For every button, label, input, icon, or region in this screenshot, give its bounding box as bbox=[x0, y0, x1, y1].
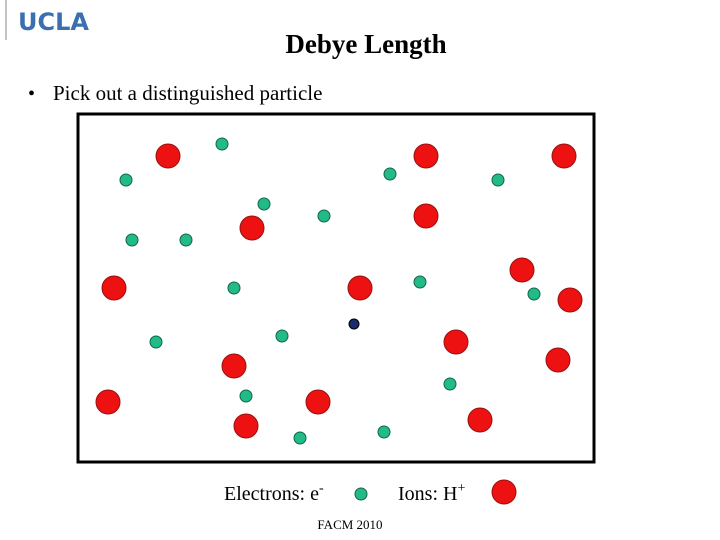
electron bbox=[443, 377, 457, 391]
ion bbox=[545, 347, 571, 373]
logo: UCLA bbox=[18, 8, 89, 36]
slide-title: Debye Length bbox=[285, 29, 446, 59]
legend-electron-swatch bbox=[354, 487, 368, 501]
bullet-text: Pick out a distinguished particle bbox=[53, 81, 322, 105]
electron bbox=[413, 275, 427, 289]
ion bbox=[101, 275, 127, 301]
ion bbox=[155, 143, 181, 169]
ion bbox=[443, 329, 469, 355]
legend: Electrons: e- Ions: H+ bbox=[224, 479, 517, 505]
electron bbox=[119, 173, 133, 187]
electron bbox=[275, 329, 289, 343]
ion bbox=[347, 275, 373, 301]
electron bbox=[293, 431, 307, 445]
legend-electrons: Electrons: e- bbox=[224, 481, 324, 505]
electron bbox=[377, 425, 391, 439]
ions bbox=[95, 143, 583, 439]
box bbox=[76, 112, 596, 464]
particle-box bbox=[76, 112, 596, 464]
legend-ion-swatch bbox=[491, 479, 517, 505]
ion bbox=[233, 413, 259, 439]
electron bbox=[317, 209, 331, 223]
bullet-marker: • bbox=[28, 83, 35, 105]
ion bbox=[467, 407, 493, 433]
legend-ions: Ions: H+ bbox=[398, 481, 465, 505]
electron bbox=[125, 233, 139, 247]
legend-electrons-sup: - bbox=[319, 481, 324, 496]
distinguished-particle bbox=[348, 318, 360, 330]
ion bbox=[413, 203, 439, 229]
electrons bbox=[119, 137, 541, 445]
ion bbox=[239, 215, 265, 241]
ion bbox=[551, 143, 577, 169]
legend-ions-sup: + bbox=[457, 481, 465, 496]
ion bbox=[509, 257, 535, 283]
ion bbox=[95, 389, 121, 415]
ion bbox=[413, 143, 439, 169]
electron bbox=[215, 137, 229, 151]
electron bbox=[383, 167, 397, 181]
electron bbox=[179, 233, 193, 247]
electron bbox=[527, 287, 541, 301]
electron bbox=[257, 197, 271, 211]
electron bbox=[149, 335, 163, 349]
legend-electrons-label: Electrons: e bbox=[224, 483, 319, 505]
ion bbox=[221, 353, 247, 379]
ion bbox=[557, 287, 583, 313]
ion bbox=[305, 389, 331, 415]
electron bbox=[491, 173, 505, 187]
electron bbox=[227, 281, 241, 295]
electron bbox=[239, 389, 253, 403]
footer: FACM 2010 bbox=[317, 517, 382, 532]
legend-ions-label: Ions: H bbox=[398, 483, 457, 505]
